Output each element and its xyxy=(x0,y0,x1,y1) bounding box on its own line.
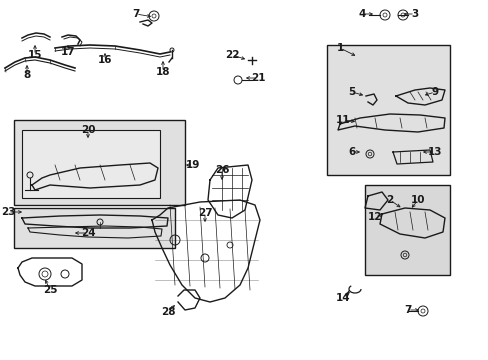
Text: 10: 10 xyxy=(410,195,425,205)
Text: 5: 5 xyxy=(347,87,355,97)
Text: 16: 16 xyxy=(98,55,112,65)
Text: 13: 13 xyxy=(427,147,441,157)
Text: 17: 17 xyxy=(61,47,75,57)
Text: 24: 24 xyxy=(81,228,95,238)
Bar xyxy=(14,208,175,248)
Text: 3: 3 xyxy=(410,9,418,19)
Text: 21: 21 xyxy=(250,73,264,83)
Text: 25: 25 xyxy=(42,285,57,295)
Text: 11: 11 xyxy=(335,115,349,125)
Text: 9: 9 xyxy=(430,87,438,97)
Text: 7: 7 xyxy=(404,305,411,315)
Text: 15: 15 xyxy=(28,50,42,60)
Text: 4: 4 xyxy=(358,9,365,19)
Bar xyxy=(364,185,449,275)
Text: 8: 8 xyxy=(23,70,31,80)
Text: 7: 7 xyxy=(132,9,140,19)
Text: 23: 23 xyxy=(1,207,15,217)
Text: 26: 26 xyxy=(214,165,229,175)
Text: 22: 22 xyxy=(224,50,239,60)
Bar xyxy=(22,130,160,198)
Text: 6: 6 xyxy=(347,147,355,157)
Text: 28: 28 xyxy=(161,307,175,317)
Text: 14: 14 xyxy=(335,293,349,303)
Bar xyxy=(326,45,449,175)
Text: 12: 12 xyxy=(367,212,382,222)
Text: 2: 2 xyxy=(386,195,393,205)
Text: 19: 19 xyxy=(185,160,200,170)
Text: 18: 18 xyxy=(156,67,170,77)
Text: 27: 27 xyxy=(197,208,212,218)
Text: 1: 1 xyxy=(336,43,343,53)
Text: 20: 20 xyxy=(81,125,95,135)
Bar xyxy=(14,120,184,205)
